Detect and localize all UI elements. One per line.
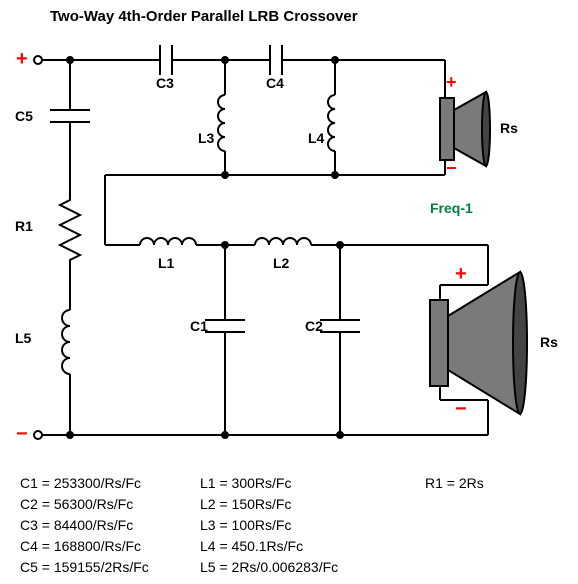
woofer-minus: − xyxy=(455,398,467,421)
woofer-plus: + xyxy=(455,263,467,286)
formula-c3: C3 = 84400/Rs/Fc xyxy=(20,517,133,533)
formula-c2: C2 = 56300/Rs/Fc xyxy=(20,496,133,512)
woofer-icon xyxy=(430,272,527,414)
label-l1: L1 xyxy=(158,255,174,271)
formula-l3: L3 = 100Rs/Fc xyxy=(200,517,291,533)
input-plus: + xyxy=(16,48,28,71)
label-r1: R1 xyxy=(15,218,33,234)
label-c4: C4 xyxy=(266,75,284,91)
label-c2: C2 xyxy=(305,318,323,334)
formula-r1: R1 = 2Rs xyxy=(425,475,484,491)
label-l2: L2 xyxy=(273,255,289,271)
formula-l5: L5 = 2Rs/0.006283/Fc xyxy=(200,559,338,575)
tweeter-icon xyxy=(440,92,490,166)
label-rs1: Rs xyxy=(500,120,518,136)
circuit-diagram: Two-Way 4th-Order Parallel LRB Crossover xyxy=(0,0,578,584)
tweeter-plus: + xyxy=(446,72,457,93)
formula-l4: L4 = 450.1Rs/Fc xyxy=(200,538,303,554)
formula-c1: C1 = 253300/Rs/Fc xyxy=(20,475,141,491)
label-rs2: Rs xyxy=(540,334,558,350)
input-minus: − xyxy=(16,423,28,446)
formula-c4: C4 = 168800/Rs/Fc xyxy=(20,538,141,554)
label-c1: C1 xyxy=(190,318,208,334)
tweeter-minus: − xyxy=(446,158,457,179)
label-c3: C3 xyxy=(156,75,174,91)
label-freq: Freq-1 xyxy=(430,200,473,216)
label-l5: L5 xyxy=(15,330,31,346)
formula-c5: C5 = 159155/2Rs/Fc xyxy=(20,559,149,575)
label-l4: L4 xyxy=(308,130,324,146)
formula-l1: L1 = 300Rs/Fc xyxy=(200,475,291,491)
label-c5: C5 xyxy=(15,108,33,124)
label-l3: L3 xyxy=(198,130,214,146)
formula-l2: L2 = 150Rs/Fc xyxy=(200,496,291,512)
